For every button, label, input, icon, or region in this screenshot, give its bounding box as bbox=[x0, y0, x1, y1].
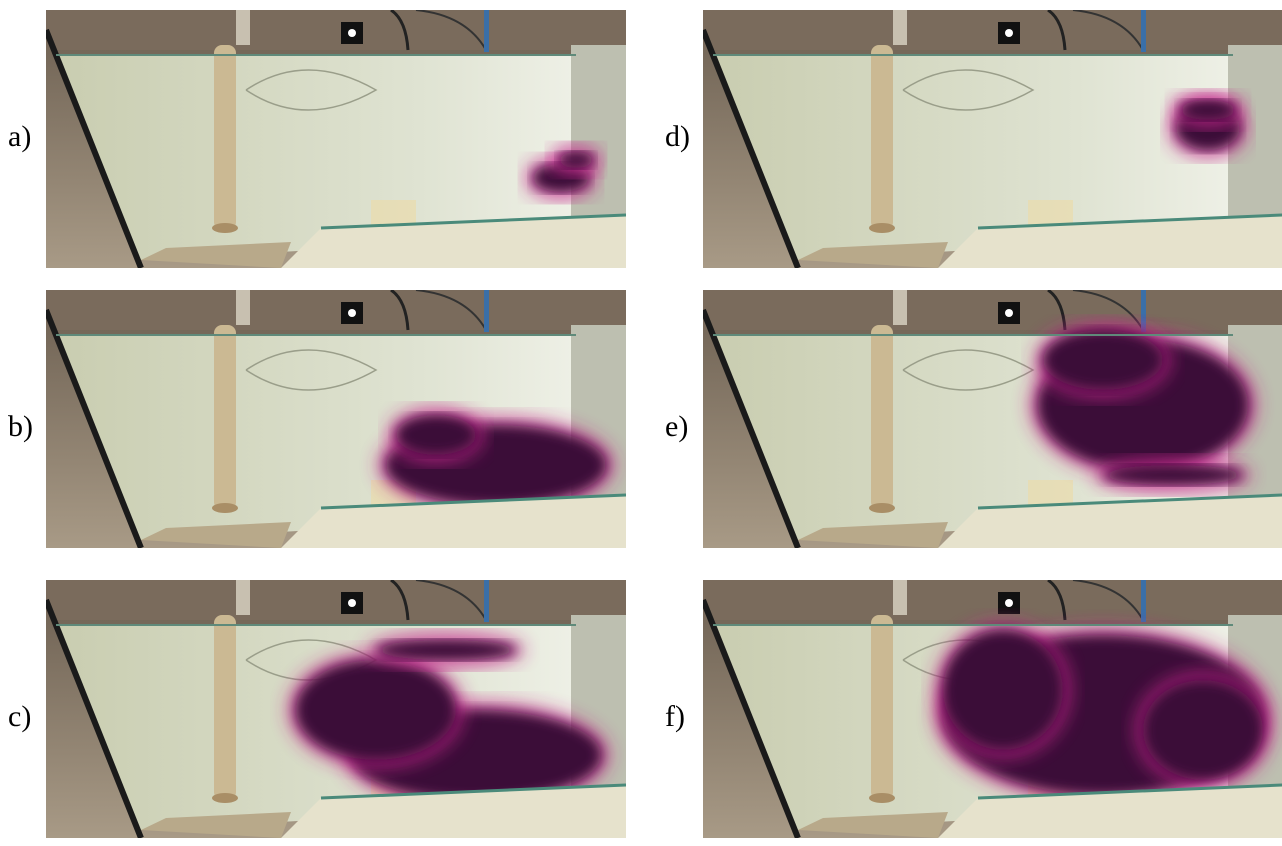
photo bbox=[703, 580, 1282, 838]
photo bbox=[46, 290, 626, 548]
photo bbox=[703, 10, 1282, 268]
panel-label: c) bbox=[8, 700, 31, 734]
panel-label: d) bbox=[665, 120, 690, 154]
figure: a) b) bbox=[0, 0, 1282, 846]
photo bbox=[703, 290, 1282, 548]
photo bbox=[46, 580, 626, 838]
photo bbox=[46, 10, 626, 268]
panel-label: f) bbox=[665, 700, 685, 734]
panel-label: e) bbox=[665, 410, 688, 444]
panel-label: a) bbox=[8, 120, 31, 154]
panel-label: b) bbox=[8, 410, 33, 444]
